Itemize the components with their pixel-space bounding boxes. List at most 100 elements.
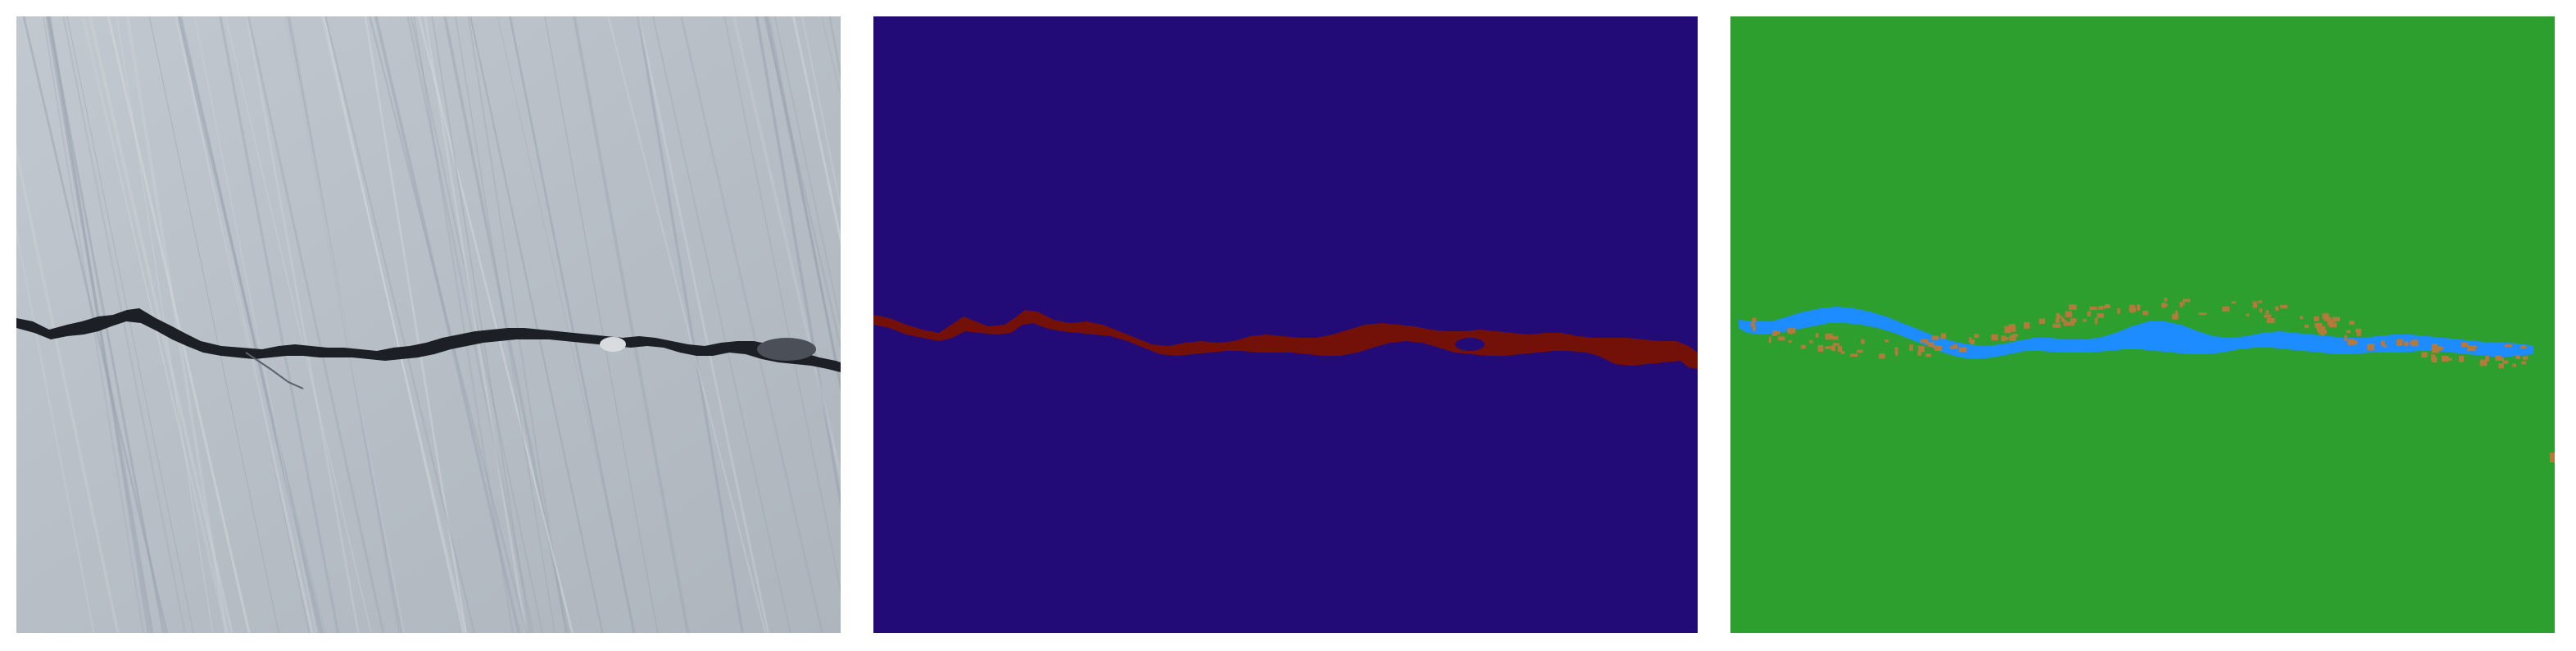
fp-speck <box>2182 298 2191 303</box>
fp-speck <box>1928 342 1934 347</box>
fp-speck <box>2495 355 2501 361</box>
surface-streak <box>467 16 567 633</box>
fp-speck <box>2431 354 2436 361</box>
fp-speck <box>1831 345 1835 352</box>
fp-speck <box>1809 339 1813 344</box>
fp-speck <box>1925 339 1929 345</box>
surface-streak <box>572 16 690 633</box>
fp-speck <box>2009 335 2016 341</box>
surface-streak <box>469 16 604 633</box>
surface-streak <box>247 16 385 633</box>
fp-speck <box>1825 333 1834 340</box>
surface-streak <box>723 16 841 595</box>
fp-speck <box>1918 345 1925 353</box>
fp-speck <box>2055 317 2060 323</box>
surface-streak <box>412 16 515 633</box>
fp-speck <box>2103 305 2107 309</box>
fp-speck <box>2353 340 2358 345</box>
fp-speck <box>2498 363 2504 369</box>
surface-streak <box>374 16 521 633</box>
fp-speck <box>1832 343 1840 346</box>
fp-speck <box>2179 303 2183 307</box>
surface-streak <box>369 16 528 633</box>
fp-speck <box>2321 331 2324 336</box>
fp-speck <box>2329 322 2338 328</box>
surface-streak <box>544 16 659 633</box>
fp-speck <box>1861 339 1865 344</box>
fp-speck <box>2485 355 2490 362</box>
fp-speck <box>2349 321 2355 326</box>
fp-speck <box>2008 326 2016 332</box>
surface-streak <box>417 16 574 633</box>
fp-speck <box>2431 344 2438 349</box>
ground-truth-panel <box>873 16 1698 633</box>
fp-speck <box>1917 352 1922 356</box>
surface-streak <box>800 16 841 212</box>
surface-streak <box>175 16 326 633</box>
fp-speck <box>1832 335 1839 340</box>
fp-speck <box>1879 353 1885 359</box>
fp-speck <box>1857 349 1863 353</box>
fp-speck <box>2410 339 2419 347</box>
surface-streak <box>66 16 194 633</box>
fp-speck <box>2512 363 2516 367</box>
fp-speck <box>2070 318 2077 323</box>
surface-streak <box>364 16 468 633</box>
surface-streak <box>410 16 544 633</box>
surface-streak <box>652 16 791 633</box>
surface-streak <box>16 144 120 633</box>
fp-speck <box>1778 336 1785 341</box>
fp-speck <box>2522 356 2528 360</box>
fp-speck <box>1909 344 1913 351</box>
fp-speck <box>2161 303 2166 308</box>
fp-speck <box>2246 313 2250 316</box>
surface-streak <box>509 16 635 633</box>
fp-speck <box>2008 324 2016 329</box>
fp-speck <box>2403 341 2409 347</box>
surface-streak <box>680 16 823 633</box>
crack-spall <box>757 338 816 361</box>
fp-speck <box>1974 334 1980 339</box>
fp-speck <box>1768 336 1771 344</box>
fp-speck <box>1788 328 1793 335</box>
fp-speck <box>2001 335 2007 342</box>
surface-streak <box>773 16 841 327</box>
fp-speck <box>2175 310 2179 317</box>
fp-speck <box>1800 344 1806 349</box>
fp-speck <box>2433 346 2442 352</box>
fp-speck <box>2005 326 2011 334</box>
hairline-branch <box>245 352 304 389</box>
concrete-crack-photo <box>16 16 841 633</box>
fp-speck <box>2313 316 2320 321</box>
surface-streak <box>455 16 556 633</box>
surface-streak <box>765 16 841 393</box>
surface-streak <box>791 16 841 245</box>
fp-speck <box>1925 353 1931 357</box>
fp-speck <box>2300 316 2303 320</box>
fp-speck <box>1949 346 1958 349</box>
surface-streak <box>175 16 314 633</box>
crack-line <box>16 308 841 372</box>
fp-speck <box>1752 325 1756 331</box>
fp-speck <box>2066 321 2075 326</box>
surface-streak <box>607 16 767 633</box>
fp-speck <box>2320 328 2324 334</box>
surface-streak <box>288 16 401 633</box>
fp-speck <box>2439 346 2444 350</box>
pred-false-positive-speckles <box>1750 297 2528 369</box>
fp-speck <box>2441 355 2449 362</box>
fp-speck <box>1750 322 1755 327</box>
fp-speck <box>2129 307 2136 312</box>
fp-speck <box>2504 344 2513 348</box>
surface-streak <box>283 16 406 633</box>
fp-speck <box>2383 344 2387 348</box>
fp-speck <box>2521 361 2526 365</box>
gt-background <box>873 16 1698 633</box>
fp-speck <box>2356 330 2361 337</box>
surface-streak <box>763 16 841 352</box>
fp-speck <box>1958 347 1967 353</box>
fp-speck <box>2467 345 2476 352</box>
ground-truth-mask <box>873 16 1698 633</box>
fp-speck <box>2275 307 2279 311</box>
fp-speck <box>2024 321 2030 329</box>
